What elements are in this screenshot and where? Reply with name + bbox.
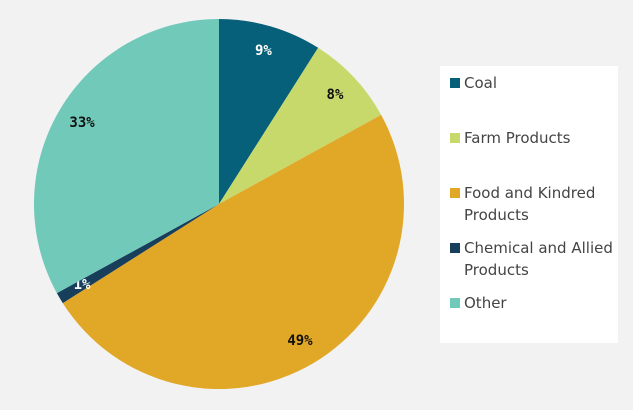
legend-label: Chemical and Allied Products: [464, 239, 613, 279]
pie-slice: [219, 19, 319, 204]
legend-item: Farm Products: [450, 127, 618, 182]
legend-label: Other: [464, 294, 507, 312]
legend-item: Coal: [450, 72, 618, 127]
legend-swatch: [450, 298, 460, 308]
pie-slice: [34, 19, 219, 294]
pie-slice: [62, 114, 405, 390]
legend: Coal Farm Products Food and Kindred Produc…: [440, 66, 618, 343]
pie-slice: [219, 47, 382, 205]
legend-item: Chemical and Allied Products: [450, 237, 618, 292]
slice-label: 8%: [327, 87, 344, 103]
pie-slice: [56, 204, 219, 304]
legend-swatch: [450, 243, 460, 253]
legend-label: Farm Products: [464, 129, 571, 147]
slice-label: 33%: [69, 115, 95, 131]
legend-item: Food and Kindred Products: [450, 182, 618, 237]
legend-label: Coal: [464, 74, 498, 92]
legend-swatch: [450, 78, 460, 88]
legend-swatch: [450, 188, 460, 198]
legend-swatch: [450, 133, 460, 143]
legend-label: Food and Kindred Products: [464, 184, 596, 224]
slice-label: 49%: [287, 333, 313, 349]
legend-item: Other: [450, 292, 618, 347]
slice-label: 9%: [255, 43, 272, 59]
